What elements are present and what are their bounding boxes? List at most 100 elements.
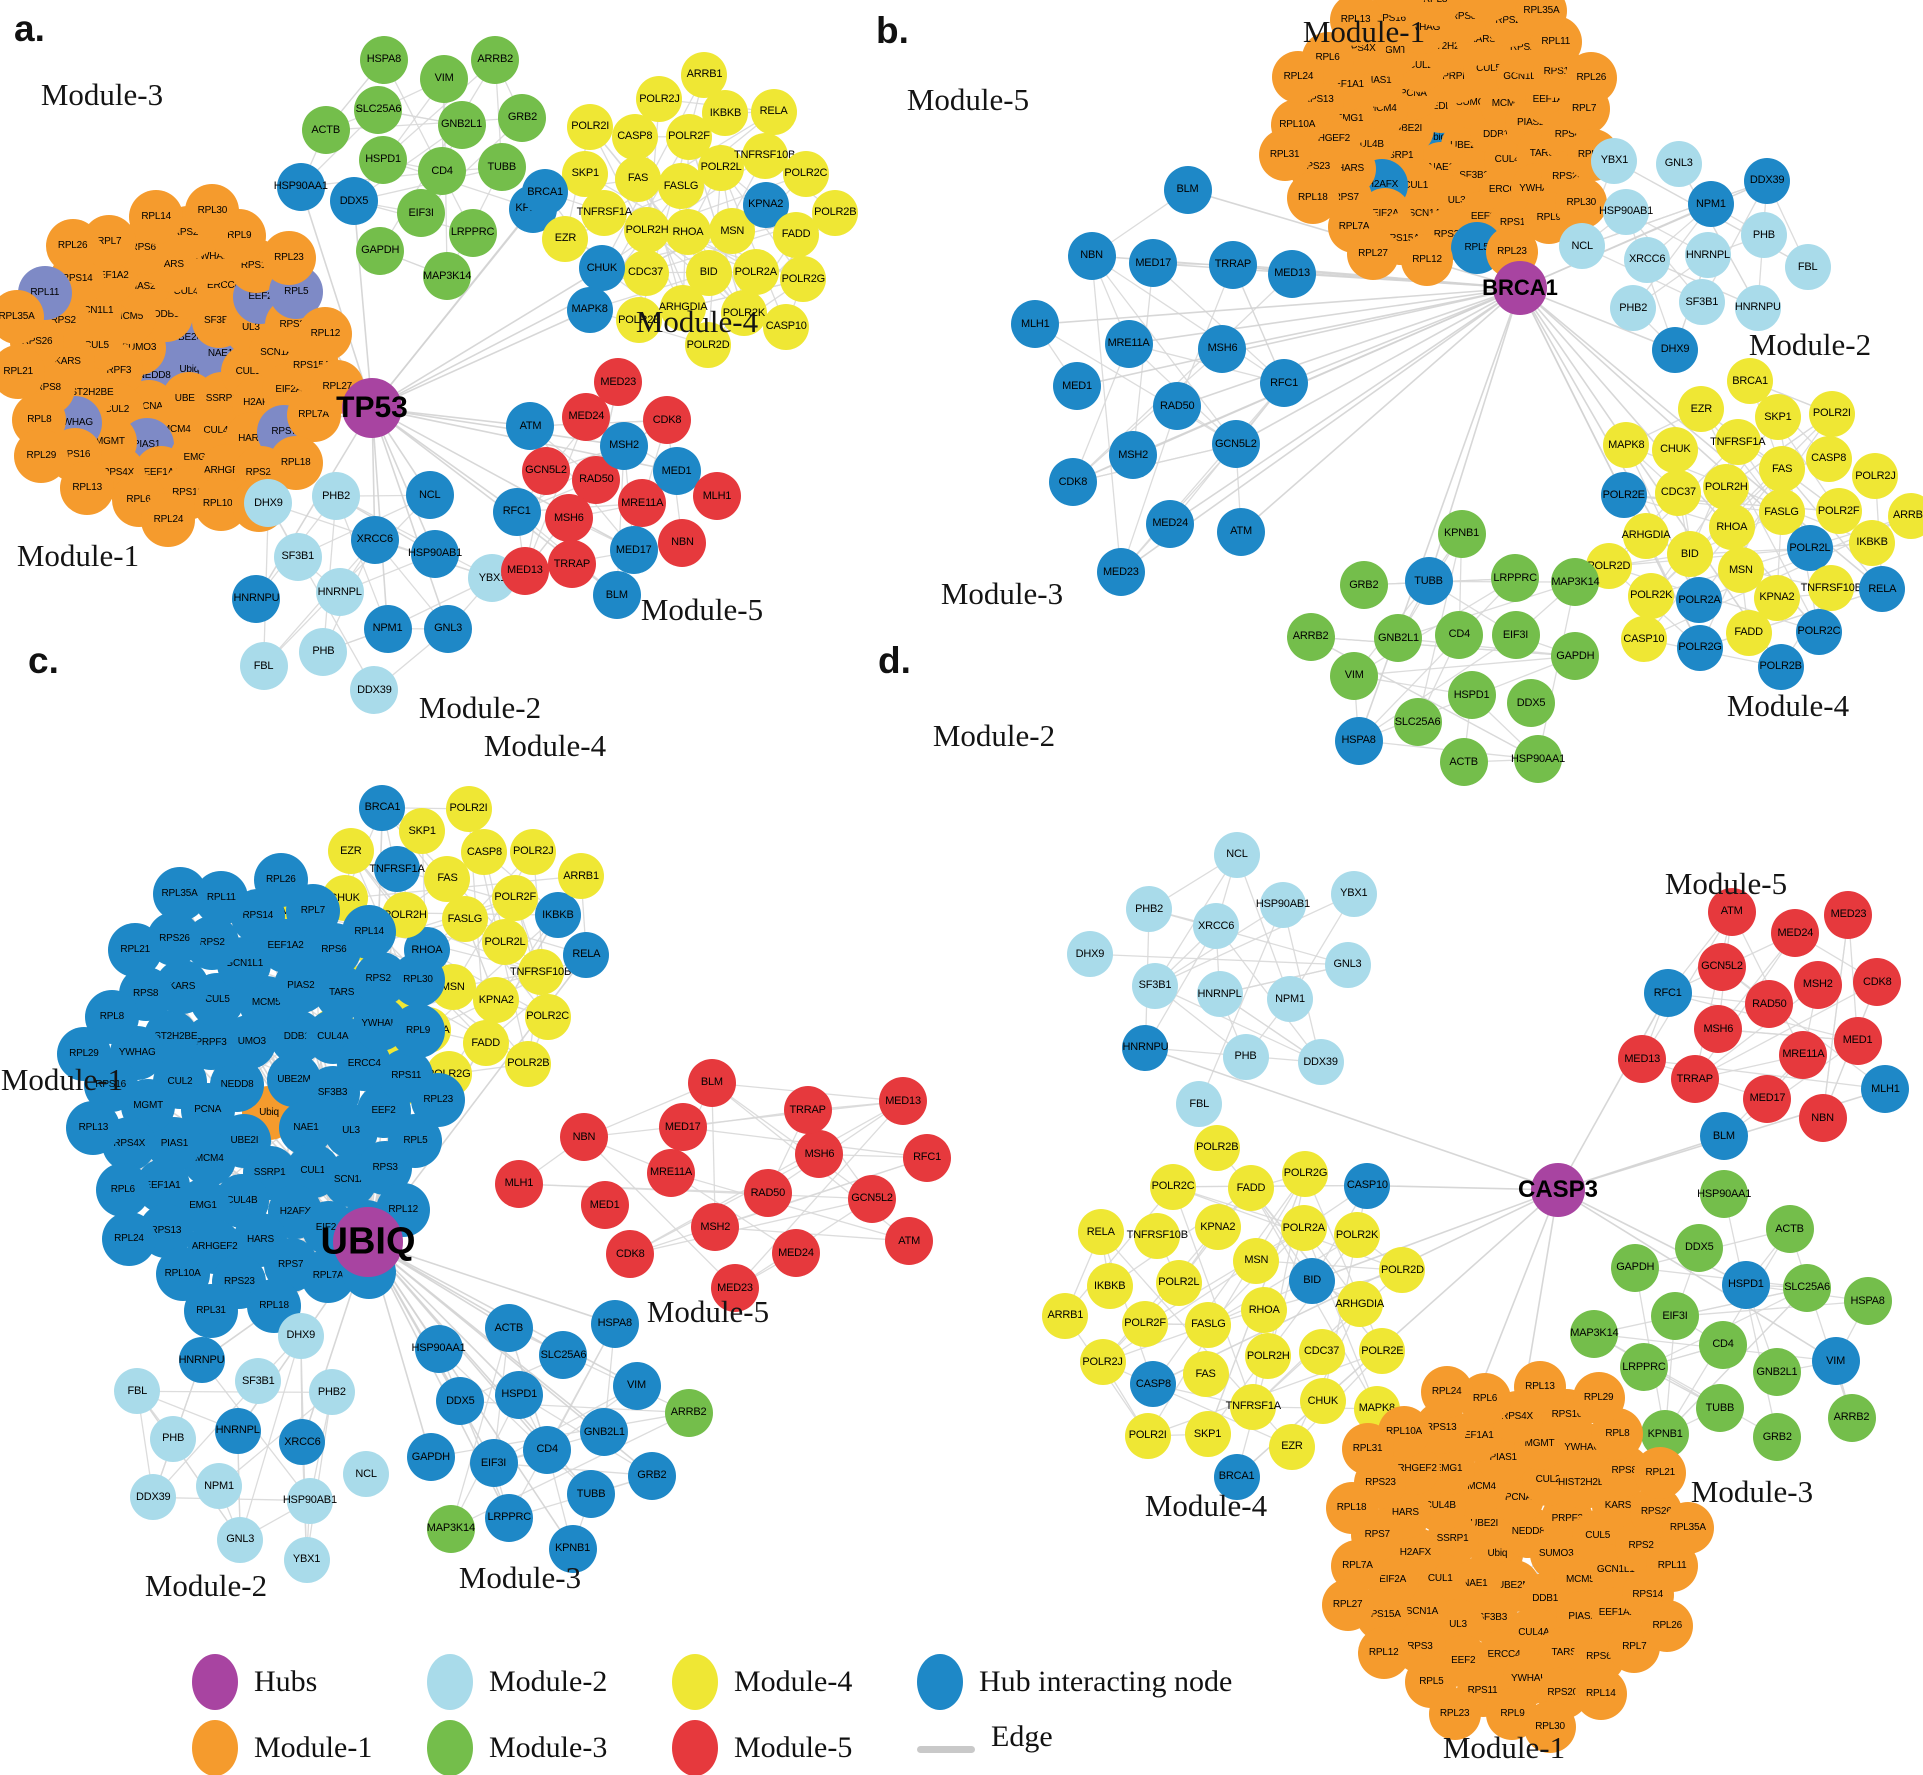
node-RPL18[interactable]: RPL18 [1325,1482,1378,1535]
node-SKP1[interactable]: SKP1 [562,150,609,197]
node-ARRB2[interactable]: ARRB2 [1286,612,1335,661]
node-POLR2A[interactable]: POLR2A [1280,1205,1327,1252]
node-FADD[interactable]: FADD [462,1020,509,1067]
node-RPL21[interactable]: RPL21 [108,922,163,977]
node-RPL13[interactable]: RPL13 [1329,0,1382,46]
node-GAPDH[interactable]: GAPDH [406,1433,455,1482]
node-CDK8[interactable]: CDK8 [643,396,692,445]
node-TNFRSF1A[interactable]: TNFRSF1A [577,189,632,236]
node-ATM[interactable]: ATM [1217,507,1266,556]
node-POLR2G[interactable]: POLR2G [1282,1150,1329,1197]
node-XRCC6[interactable]: XRCC6 [1193,903,1240,950]
node-POLR2B[interactable]: POLR2B [505,1040,552,1087]
hub-TP53[interactable] [342,378,402,438]
node-FASLG[interactable]: FASLG [441,896,488,943]
node-RAD50[interactable]: RAD50 [572,455,621,504]
node-RPL27[interactable]: RPL27 [1346,228,1399,281]
node-YBX1[interactable]: YBX1 [1330,870,1377,917]
node-POLR2D[interactable]: POLR2D [1379,1247,1426,1294]
node-RPL31[interactable]: RPL31 [1341,1422,1394,1475]
node-RPL26[interactable]: RPL26 [1565,51,1618,104]
node-MSH6[interactable]: MSH6 [544,494,593,543]
node-POLR2L[interactable]: POLR2L [481,919,528,966]
node-SKP1[interactable]: SKP1 [399,808,446,855]
node-TNFRSF1A[interactable]: TNFRSF1A [369,846,425,893]
node-BID[interactable]: BID [1289,1257,1336,1304]
node-MED24[interactable]: MED24 [1146,499,1195,548]
node-IKBKB[interactable]: IKBKB [534,892,581,939]
node-HSPA8[interactable]: HSPA8 [590,1299,639,1348]
node-SLC25A6[interactable]: SLC25A6 [1393,698,1442,747]
node-POLR2B[interactable]: POLR2B [1757,643,1804,690]
node-POLR2L[interactable]: POLR2L [1786,525,1833,572]
node-GRB2[interactable]: GRB2 [1753,1413,1802,1462]
node-RPL23[interactable]: RPL23 [411,1072,466,1127]
hub-UBIQ[interactable] [333,1207,403,1277]
node-EZR[interactable]: EZR [542,215,589,262]
node-RELA[interactable]: RELA [1859,566,1906,613]
node-HSPA8[interactable]: HSPA8 [1843,1277,1892,1326]
node-MAP3K14[interactable]: MAP3K14 [1551,558,1600,607]
node-IKBKB[interactable]: IKBKB [1849,519,1896,566]
node-NPM1[interactable]: NPM1 [195,1463,242,1510]
node-DDX5[interactable]: DDX5 [436,1377,485,1426]
node-HSP90AB1[interactable]: HSP90AB1 [283,1477,337,1524]
node-RHOA[interactable]: RHOA [1708,504,1755,551]
hub-CASP3[interactable] [1531,1163,1585,1217]
node-TNFRSF1A[interactable]: TNFRSF1A [1226,1383,1281,1430]
node-MLH1[interactable]: MLH1 [494,1159,543,1208]
node-MED23[interactable]: MED23 [1824,890,1873,939]
node-IKBKB[interactable]: IKBKB [702,90,749,137]
node-PHB[interactable]: PHB [150,1415,197,1462]
node-GNL3[interactable]: GNL3 [217,1516,264,1563]
node-VIM[interactable]: VIM [612,1361,661,1410]
node-PHB[interactable]: PHB [299,627,348,676]
node-GCN5L2[interactable]: GCN5L2 [1697,942,1746,991]
node-RPL31[interactable]: RPL31 [1258,129,1311,182]
node-DDX39[interactable]: DDX39 [1297,1039,1344,1086]
node-SLC25A6[interactable]: SLC25A6 [1783,1263,1832,1312]
node-BLM[interactable]: BLM [592,571,641,620]
node-HSP90AA1[interactable]: HSP90AA1 [274,162,328,211]
node-XRCC6[interactable]: XRCC6 [350,515,399,564]
node-RPL6[interactable]: RPL6 [95,1162,150,1217]
node-KPNA2[interactable]: KPNA2 [473,977,520,1024]
node-RPL35A[interactable]: RPL35A [1661,1502,1714,1555]
node-MLH1[interactable]: MLH1 [1861,1065,1910,1114]
node-NBN[interactable]: NBN [658,518,707,567]
node-POLR2F[interactable]: POLR2F [1122,1300,1169,1347]
node-MED13[interactable]: MED13 [879,1077,928,1126]
node-ARRB2[interactable]: ARRB2 [471,35,520,84]
node-MED17[interactable]: MED17 [609,526,658,575]
node-SKP1[interactable]: SKP1 [1754,394,1801,441]
node-LRPPRC[interactable]: LRPPRC [485,1493,534,1542]
node-RPL26[interactable]: RPL26 [45,219,100,274]
node-POLR2I[interactable]: POLR2I [567,103,614,150]
node-MED23[interactable]: MED23 [1096,548,1145,597]
node-BLM[interactable]: BLM [687,1058,736,1107]
node-YBX1[interactable]: YBX1 [283,1536,330,1583]
hub-BRCA1[interactable] [1493,261,1547,315]
node-SF3B1[interactable]: SF3B1 [1678,279,1725,326]
node-EIF3I[interactable]: EIF3I [469,1439,518,1488]
node-MED24[interactable]: MED24 [1771,909,1820,958]
node-MSH6[interactable]: MSH6 [1198,324,1247,373]
node-ATM[interactable]: ATM [1707,887,1756,936]
node-MSH2[interactable]: MSH2 [691,1203,740,1252]
node-MED13[interactable]: MED13 [1618,1035,1667,1084]
node-ATM[interactable]: ATM [506,402,555,451]
node-RPL35A[interactable]: RPL35A [152,867,207,922]
node-SLC25A6[interactable]: SLC25A6 [539,1331,588,1380]
node-RPL12[interactable]: RPL12 [1357,1627,1410,1680]
node-RPL30[interactable]: RPL30 [1524,1700,1577,1753]
node-TRRAP[interactable]: TRRAP [547,540,596,589]
node-MED17[interactable]: MED17 [658,1103,707,1152]
node-DDX39[interactable]: DDX39 [350,666,399,715]
node-CHUK[interactable]: CHUK [1299,1378,1346,1425]
node-MED13[interactable]: MED13 [1268,249,1317,298]
node-CASP10[interactable]: CASP10 [1344,1162,1391,1209]
node-EZR[interactable]: EZR [1678,386,1725,433]
node-CD4[interactable]: CD4 [1699,1320,1748,1369]
node-GCN5L2[interactable]: GCN5L2 [848,1174,897,1223]
node-NCL[interactable]: NCL [1213,831,1260,878]
